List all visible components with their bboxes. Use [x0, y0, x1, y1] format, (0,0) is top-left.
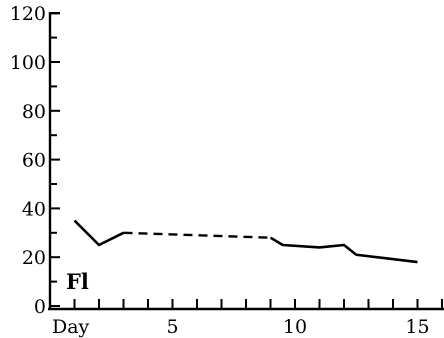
- series-line-solid: [73, 219, 125, 247]
- y-tick-label: 0: [34, 296, 46, 318]
- y-axis-ticks: 0 20 40 60 80 100 120: [10, 3, 60, 318]
- x-axis-line: [48, 307, 444, 311]
- chart-axes: [48, 12, 444, 311]
- x-tick-label: 5: [166, 316, 178, 338]
- y-tick-label: 40: [22, 198, 46, 220]
- y-tick-label: 20: [22, 247, 46, 269]
- y-tick-label: 60: [22, 150, 46, 172]
- series-line-dashed: [123, 231, 271, 239]
- x-axis-first-label: Day: [52, 316, 90, 338]
- y-tick-label: 80: [22, 101, 46, 123]
- x-tick-label: 10: [283, 316, 307, 338]
- y-tick-label: 120: [10, 3, 46, 25]
- y-tick-label: 100: [10, 52, 46, 74]
- series-label: Fl: [66, 269, 89, 294]
- x-axis-ticks: Day 5 10 15: [52, 299, 443, 338]
- series-line-solid: [269, 236, 418, 264]
- series-lines: [73, 219, 418, 264]
- y-axis-line: [48, 12, 60, 309]
- x-tick-label: 15: [405, 316, 429, 338]
